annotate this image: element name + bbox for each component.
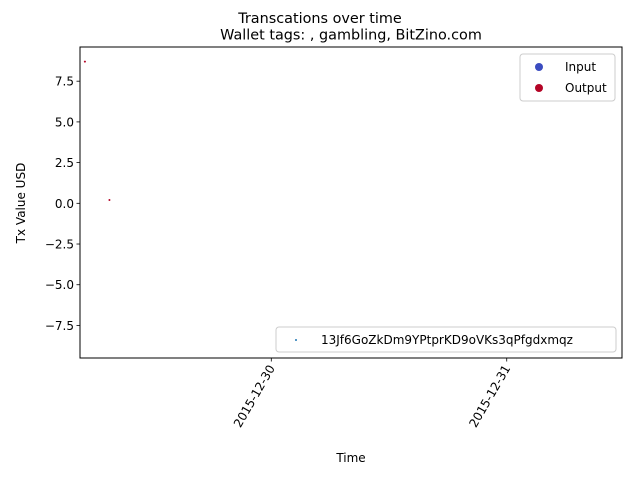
y-tick-label: 5.0 — [55, 115, 74, 129]
y-axis-label: Tx Value USD — [14, 163, 28, 245]
legend-marker-input — [535, 63, 543, 71]
legend-label-output: Output — [565, 81, 607, 95]
x-tick-label: 2015-12-31 — [466, 363, 513, 430]
plot-area: −7.5−5.0−2.50.02.55.07.5 2015-12-30 2015-… — [45, 46, 623, 430]
legend-marker-output — [535, 84, 543, 92]
x-tick-label: 2015-12-30 — [231, 363, 278, 430]
y-tick-label: 7.5 — [55, 75, 74, 89]
y-tick-label: −5.0 — [45, 278, 74, 292]
legend-box — [519, 53, 616, 102]
data-point — [83, 60, 86, 63]
legend-wallet: 13Jf6GoZkDm9YPtprKD9oVKs3qPfgdxmqz — [275, 326, 617, 353]
axes-frame — [79, 46, 623, 359]
legend-marker-wallet — [295, 339, 297, 341]
y-tick-label: −7.5 — [45, 319, 74, 333]
y-tick-label: 2.5 — [55, 156, 74, 170]
data-point — [108, 199, 111, 202]
legend-box — [275, 326, 617, 353]
legend-label-input: Input — [565, 60, 596, 74]
y-tick-label: 0.0 — [55, 197, 74, 211]
x-axis: 2015-12-30 2015-12-31 — [231, 358, 513, 430]
x-axis-label: Time — [335, 451, 365, 465]
chart-title: Wallet tags: , gambling, BitZino.com — [220, 28, 482, 44]
data-points — [83, 60, 111, 202]
y-axis: −7.5 −5.0 −2.5 0.0 2.5 5.0 7.5 — [45, 75, 80, 333]
chart-suptitle: Transcations over time — [237, 11, 402, 27]
y-tick-label: −2.5 — [45, 238, 74, 252]
legend-label-wallet: 13Jf6GoZkDm9YPtprKD9oVKs3qPfgdxmqz — [321, 333, 573, 347]
legend-transaction-types: Input Output — [519, 53, 616, 102]
